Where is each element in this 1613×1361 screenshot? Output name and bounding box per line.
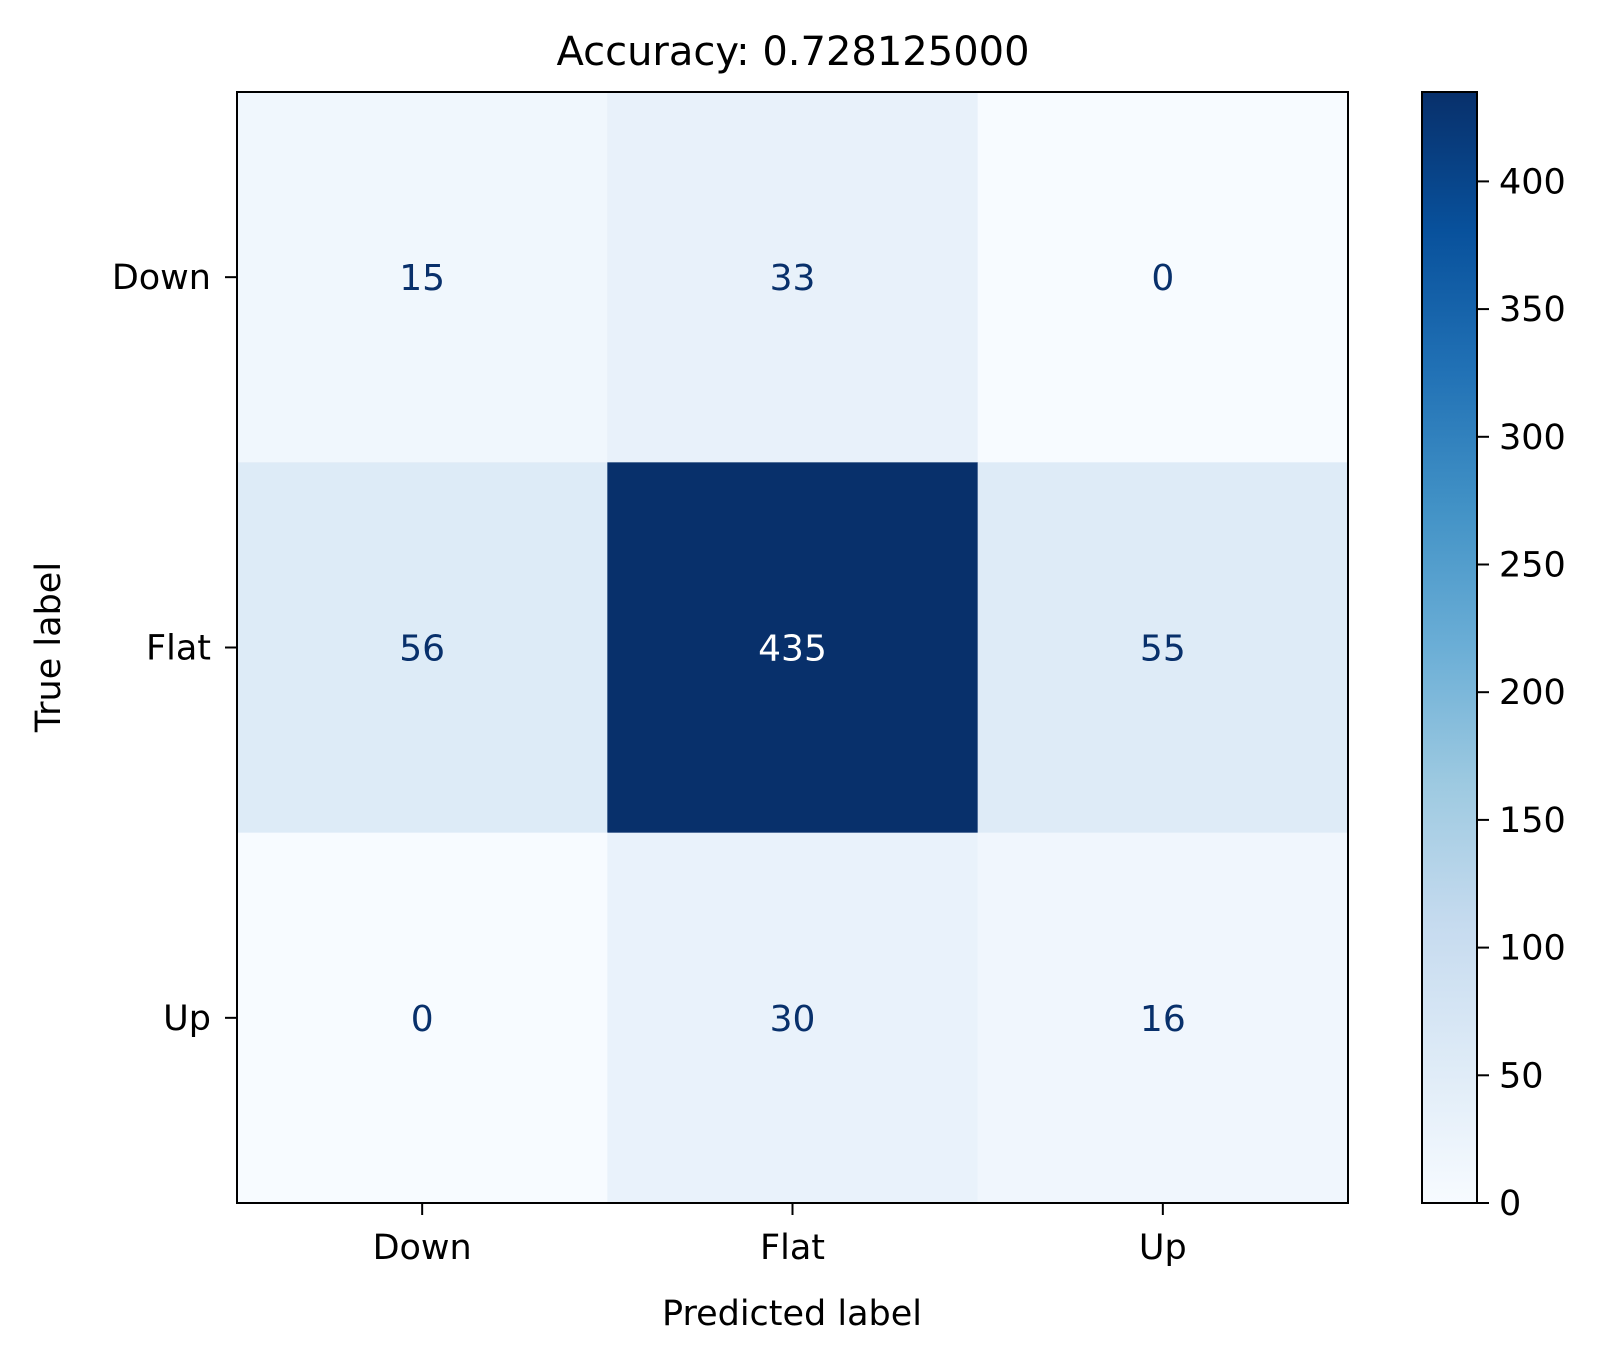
colorbar-tick-label: 300: [1499, 418, 1566, 458]
cell-value-label: 15: [399, 258, 445, 299]
colorbar-tick-label: 400: [1499, 162, 1566, 202]
heatmap-cell: [237, 92, 608, 463]
cell-value-label: 435: [758, 629, 827, 670]
heatmap-cell: [977, 832, 1349, 1204]
colorbar-tick-label: 200: [1499, 673, 1566, 713]
heatmap-cell: [237, 462, 608, 834]
colorbar-tick-label: 350: [1499, 290, 1566, 330]
colorbar-tick-label: 100: [1499, 929, 1566, 969]
x-axis-ticks: Down Flat Up: [373, 1203, 1187, 1268]
heatmap-cells: [237, 92, 1349, 1204]
colorbar-tick-label: 250: [1499, 545, 1566, 585]
cell-value-label: 0: [411, 999, 434, 1040]
x-tick-label: Up: [1139, 1228, 1187, 1268]
x-axis-label: Predicted label: [662, 1294, 922, 1334]
heatmap-cell: [607, 832, 979, 1204]
y-axis-ticks: Down Flat Up: [112, 258, 237, 1039]
heatmap-cell: [607, 92, 979, 463]
y-axis-label: True label: [29, 562, 69, 733]
x-tick-label: Flat: [760, 1228, 825, 1268]
y-tick-label: Up: [163, 999, 211, 1039]
chart-title: Accuracy: 0.728125000: [556, 29, 1029, 75]
cell-value-label: 55: [1140, 629, 1186, 670]
y-tick-label: Flat: [146, 629, 211, 669]
cell-value-label: 33: [770, 258, 816, 299]
heatmap-cell: [977, 92, 1349, 463]
colorbar-tick-label: 50: [1499, 1056, 1544, 1096]
heatmap-cell-labels: 15 33 0 56 435 55 0 30 16: [399, 258, 1185, 1040]
y-tick-label: Down: [112, 258, 211, 298]
colorbar-tick-label: 0: [1499, 1184, 1521, 1224]
cell-value-label: 0: [1151, 258, 1174, 299]
cell-value-label: 16: [1140, 999, 1186, 1040]
cell-value-label: 56: [399, 629, 445, 670]
heatmap-cell: [237, 832, 608, 1204]
x-tick-label: Down: [373, 1228, 472, 1268]
heatmap-cell: [607, 462, 979, 834]
colorbar: [1421, 91, 1478, 1204]
cell-value-label: 30: [770, 999, 816, 1040]
colorbar-ticks: 0 50 100 150 200 250 300 350 400: [1477, 162, 1566, 1224]
colorbar-tick-label: 150: [1499, 801, 1566, 841]
heatmap-cell: [977, 462, 1349, 834]
